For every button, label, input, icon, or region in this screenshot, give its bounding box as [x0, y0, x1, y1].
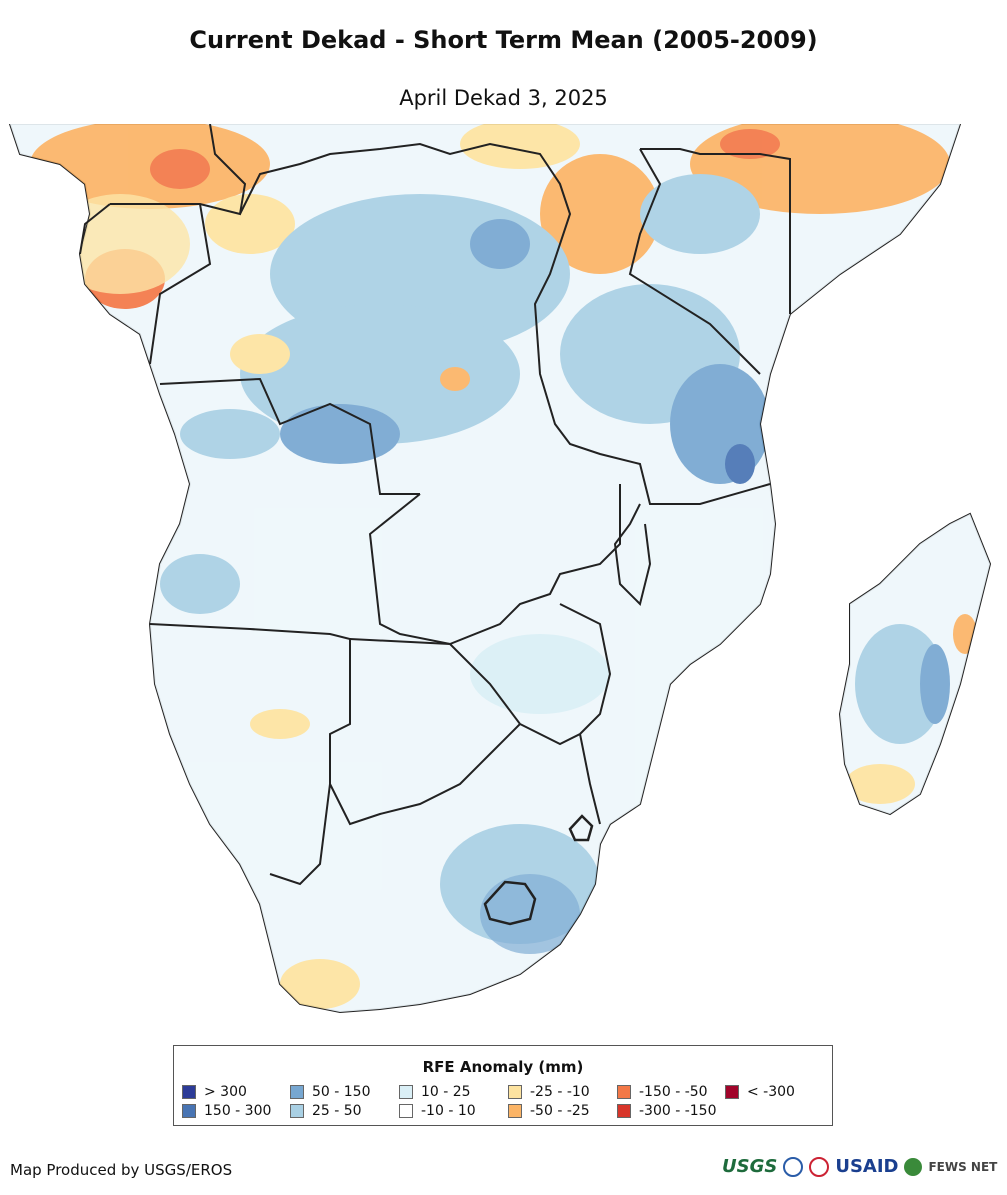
legend-label: 50 - 150 [312, 1084, 371, 1100]
legend-item: 10 - 25 [399, 1084, 471, 1100]
legend-item: -10 - 10 [399, 1103, 476, 1119]
legend-label: < -300 [747, 1084, 795, 1100]
legend-item: < -300 [725, 1084, 795, 1100]
agency-logos: USGS USAID FEWS NET [722, 1156, 997, 1177]
eswatini-border [568, 814, 594, 842]
legend-label: 10 - 25 [421, 1084, 471, 1100]
legend-swatch [182, 1085, 196, 1099]
legend-label: 150 - 300 [204, 1103, 272, 1119]
lesotho-border [483, 880, 537, 926]
anomaly-patches [10, 124, 990, 1012]
map-credit: Map Produced by USGS/EROS [10, 1161, 233, 1179]
legend-item: -300 - -150 [617, 1103, 717, 1119]
legend-swatch [617, 1085, 631, 1099]
fews-globe-icon [904, 1157, 923, 1176]
map-title: Current Dekad - Short Term Mean (2005-20… [189, 26, 818, 54]
legend-swatch [725, 1085, 739, 1099]
legend-label: -300 - -150 [639, 1103, 717, 1119]
legend-item: -50 - -25 [508, 1103, 590, 1119]
anomaly-map [8, 124, 992, 1014]
legend-swatch [508, 1104, 522, 1118]
nasa-logo-icon [809, 1156, 830, 1177]
legend-swatch [399, 1085, 413, 1099]
legend-swatch [290, 1104, 304, 1118]
legend-item: 50 - 150 [290, 1084, 371, 1100]
legend-swatch [290, 1085, 304, 1099]
legend-swatch [182, 1104, 196, 1118]
legend-label: -150 - -50 [639, 1084, 708, 1100]
legend-item: 25 - 50 [290, 1103, 362, 1119]
country-borders [79, 124, 791, 886]
legend-item: > 300 [182, 1084, 247, 1100]
legend-item: -150 - -50 [617, 1084, 708, 1100]
legend-label: -50 - -25 [530, 1103, 590, 1119]
legend-label: > 300 [204, 1084, 247, 1100]
legend-label: -25 - -10 [530, 1084, 590, 1100]
fews-net-logo: FEWS NET [928, 1159, 998, 1174]
legend-title: RFE Anomaly (mm) [422, 1058, 584, 1076]
legend-label: 25 - 50 [312, 1103, 362, 1119]
legend-swatch [617, 1104, 631, 1118]
map-legend: RFE Anomaly (mm) > 300 150 - 300 50 - 15… [173, 1045, 833, 1126]
usaid-logo: USAID [835, 1156, 899, 1177]
legend-item: -25 - -10 [508, 1084, 590, 1100]
noaa-logo-icon [783, 1156, 804, 1177]
legend-item: 150 - 300 [182, 1103, 271, 1119]
legend-swatch [399, 1104, 413, 1118]
legend-swatch [508, 1085, 522, 1099]
map-subtitle: April Dekad 3, 2025 [399, 86, 608, 110]
legend-label: -10 - 10 [421, 1103, 476, 1119]
usgs-logo: USGS [722, 1156, 778, 1177]
